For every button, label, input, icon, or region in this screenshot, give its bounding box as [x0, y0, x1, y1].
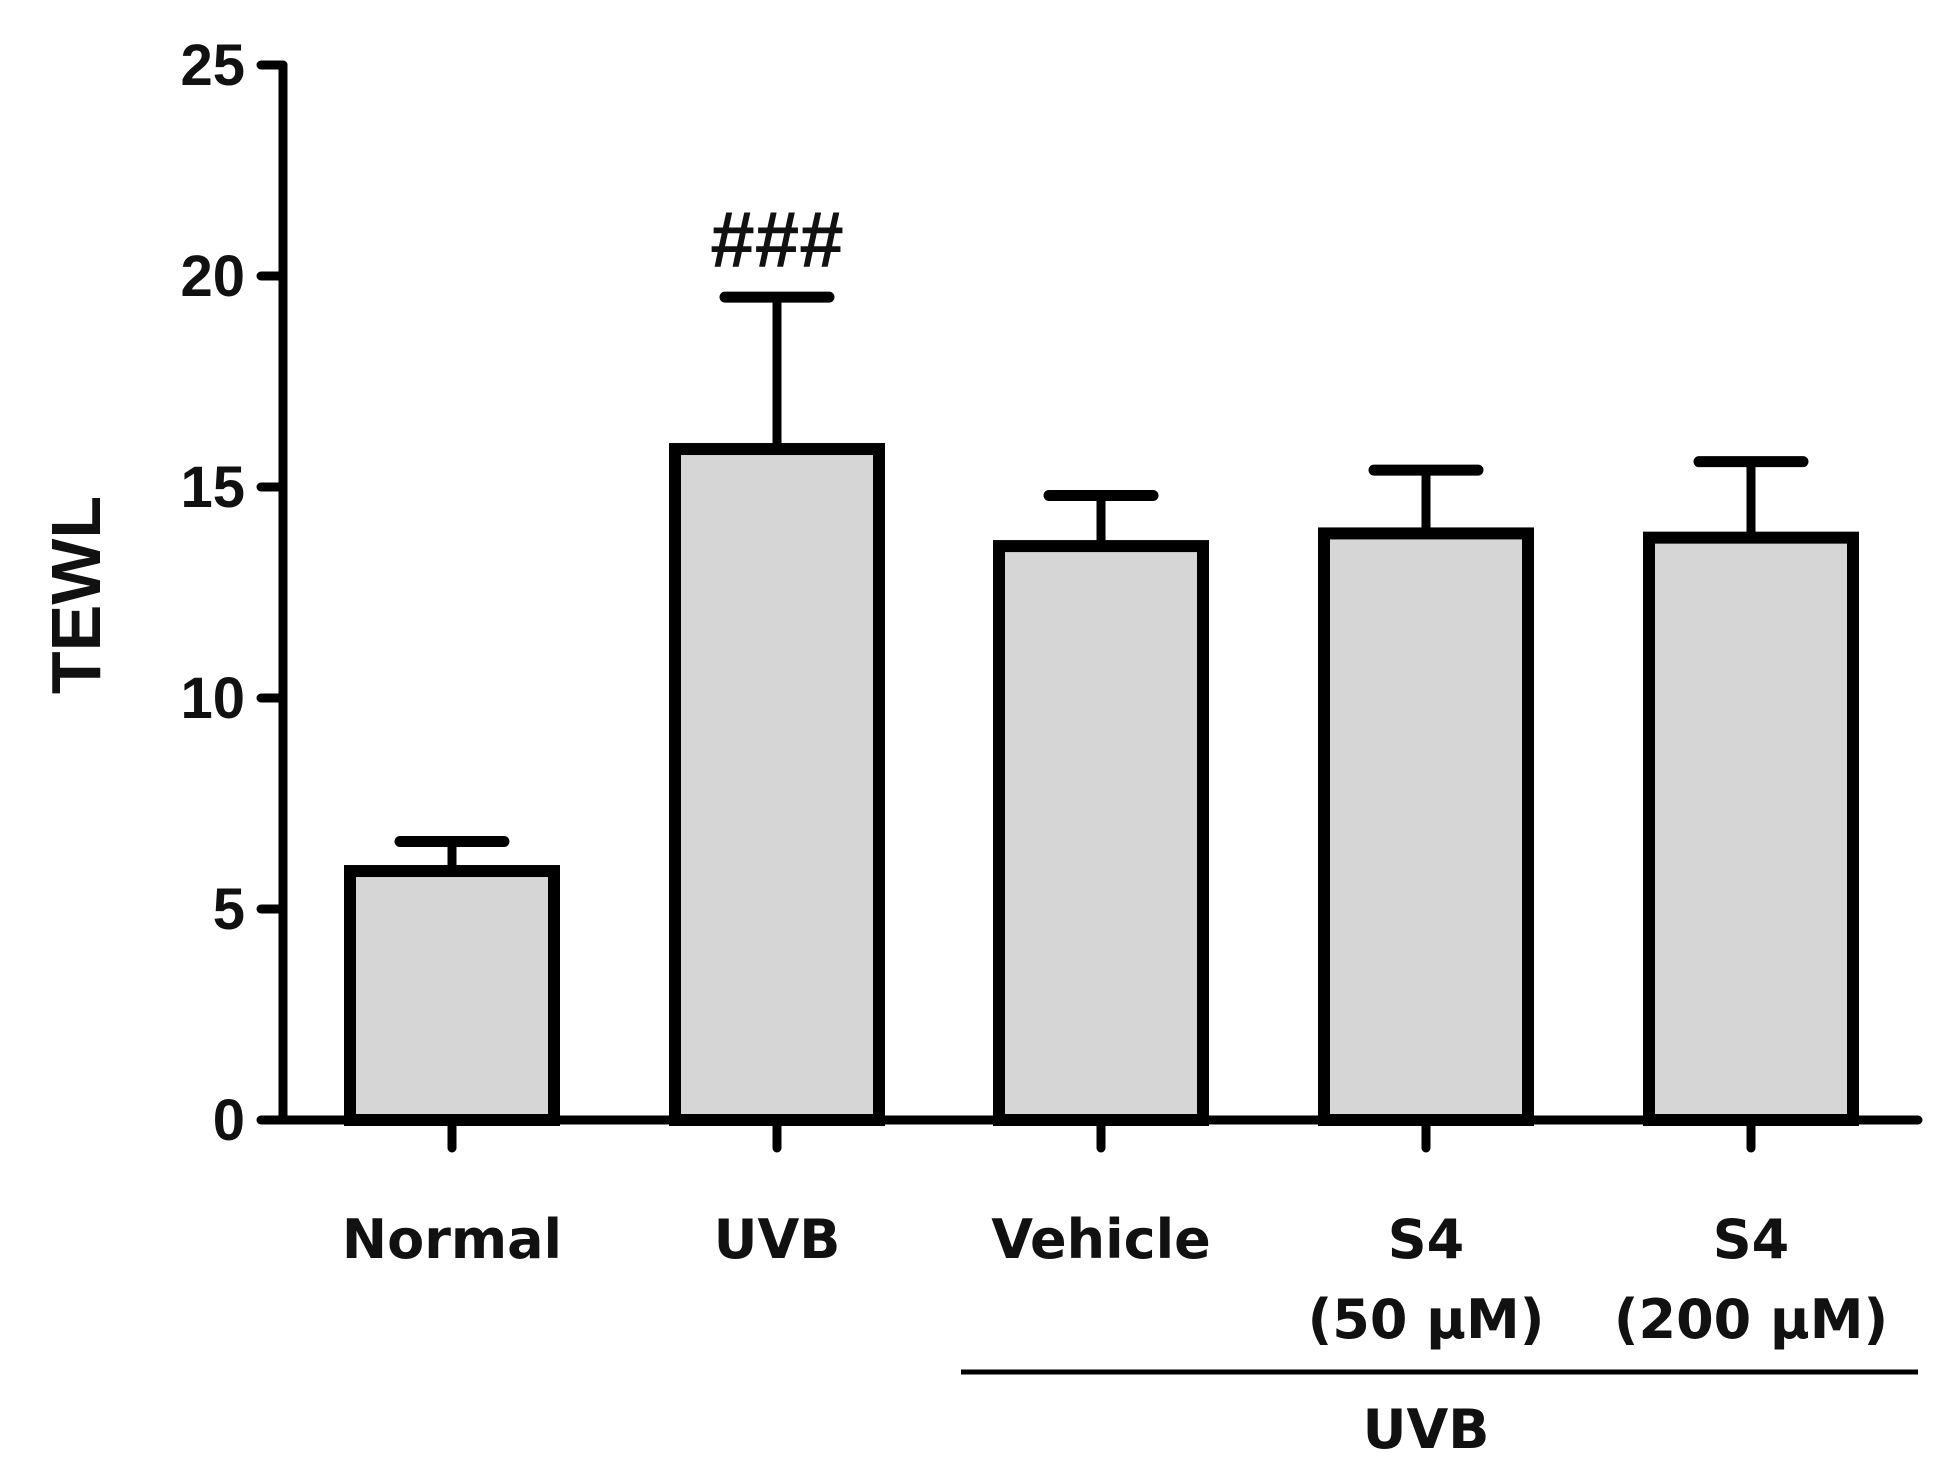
group-bracket: UVB	[961, 1369, 1918, 1461]
category-label: Normal	[342, 1208, 562, 1271]
y-tick-label: 25	[180, 33, 245, 98]
annotations: ###	[710, 195, 843, 284]
y-axis-title: TEWL	[37, 496, 115, 694]
category-label: S4	[1388, 1208, 1464, 1271]
bar	[993, 540, 1209, 1126]
y-tick-label: 10	[180, 666, 245, 731]
category-label: Vehicle	[991, 1208, 1211, 1271]
bar	[1643, 531, 1859, 1126]
y-tick-label: 0	[213, 1088, 245, 1153]
significance-annotation: ###	[710, 195, 843, 284]
category-labels: Normal UVB Vehicle S4 (50 μM) S4 (200 μM)	[342, 1208, 1888, 1351]
bar	[669, 443, 885, 1126]
group-bracket-label: UVB	[1363, 1398, 1490, 1461]
tick-labels: 0 5 10 15 20 25	[180, 33, 245, 1153]
error-bars	[394, 291, 1809, 876]
y-tick-label: 5	[213, 877, 245, 942]
y-tick-label: 20	[180, 244, 245, 309]
category-label: S4	[1713, 1208, 1789, 1271]
category-label: UVB	[714, 1208, 841, 1271]
category-label-sub: (200 μM)	[1614, 1288, 1888, 1351]
bar	[344, 865, 560, 1127]
bar	[1318, 527, 1534, 1126]
bars	[344, 443, 1859, 1127]
category-label-sub: (50 μM)	[1308, 1288, 1545, 1351]
y-tick-label: 15	[180, 455, 245, 520]
